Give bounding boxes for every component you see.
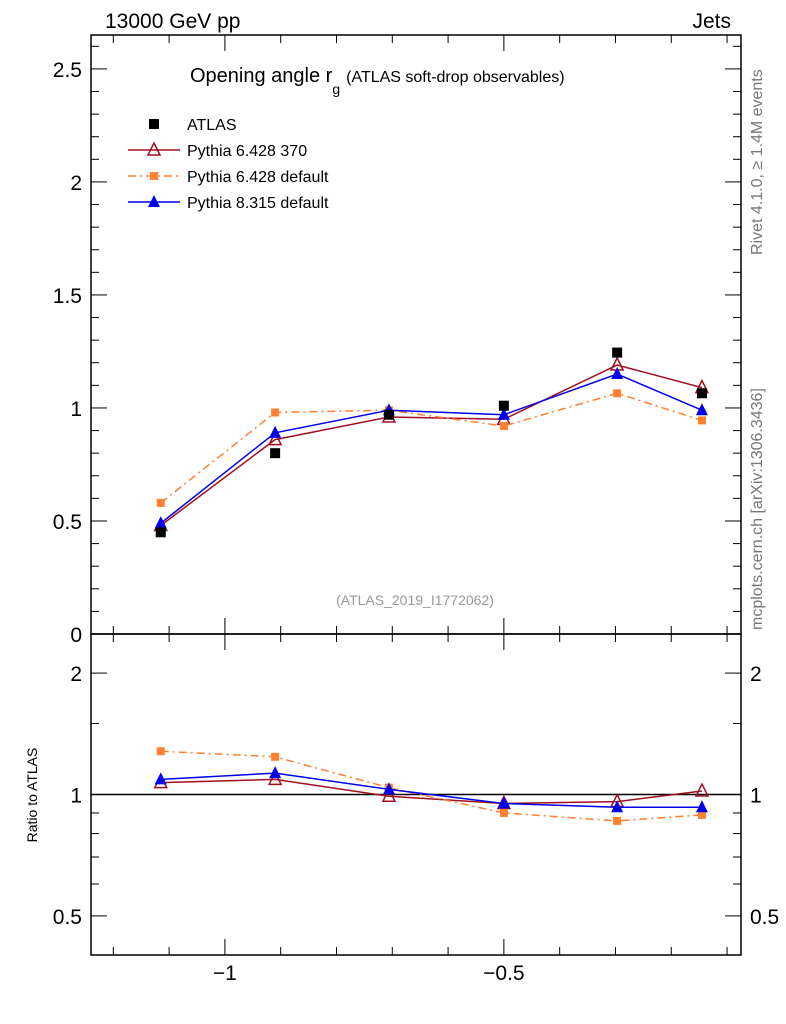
main-point-pythia-8-315-default [154,516,167,529]
y-tick-label: 2 [70,172,82,195]
rivet-label: Rivet 4.1.0, ≥ 1.4M events [749,69,766,255]
main-point-pythia-6-428-default [271,408,280,417]
ratio-point-pythia-6-428-default [271,752,280,761]
main-point-pythia-6-428-default [613,389,622,398]
main-point-atlas [270,448,281,459]
ratio-point-pythia-8-315-default [269,766,282,779]
ratio-line-pythia-6-428-default [160,750,702,822]
ratio-y-tick-label: 1 [70,785,82,808]
ratio-point-pythia-6-428-default [156,747,165,756]
ratio-point-pythia-8-315-default [695,800,708,813]
ratio-point-pythia-6-428-370 [381,787,397,803]
title-sub: g [332,81,340,97]
main-point-pythia-8-315-default [695,403,708,416]
main-point-pythia-6-428-default [499,422,508,431]
main-point-atlas [383,409,394,420]
title-main: Opening angle r [190,65,333,87]
ratio-line-pythia-8-315-default [160,772,702,808]
x-tick-label: −0.5 [483,962,524,985]
ratio-point-pythia-6-428-default [613,816,622,825]
main-line-pythia-6-428-default [160,392,703,504]
ratio-y-tick-label: 2 [70,663,82,686]
main-line-pythia-8-315-default [160,373,703,524]
legend-label-pythia-6-428-370: Pythia 6.428 370 [187,143,307,160]
ratio-y-tick-label-right: 0.5 [750,906,779,929]
ratio-point-pythia-6-428-370 [267,770,283,786]
ratio-point-pythia-6-428-default [697,810,706,819]
main-point-atlas [498,400,509,411]
x-tick-label: −1 [213,962,237,985]
header-process: Jets [692,10,731,33]
y-tick-label: 0 [70,624,82,647]
main-point-atlas [155,527,166,538]
mcplots-label: mcplots.cern.ch [arXiv:1306.3436] [749,388,766,630]
y-tick-label: 1.5 [53,285,82,308]
main-point-pythia-6-428-370 [267,430,283,446]
y-tick-label: 1 [70,398,82,421]
title-suffix: (ATLAS soft-drop observables) [346,69,564,86]
legend-label-atlas: ATLAS [187,117,237,134]
ratio-point-pythia-8-315-default [497,796,510,809]
main-point-pythia-8-315-default [611,367,624,380]
ratio-y-tick-label-right: 2 [750,663,762,686]
legend-marker-atlas [149,119,159,129]
ratio-point-pythia-6-428-default [499,808,508,817]
legend-label-pythia-8-315-default: Pythia 8.315 default [187,195,329,212]
ratio-y-tick-label-right: 1 [750,785,762,808]
ratio-panel: −1 −0.5 0.5 0.5 1 1 2 2 [53,633,779,985]
ratio-point-pythia-8-315-default [154,772,167,785]
legend-marker-pythia-8-315-default [148,195,160,207]
y-tick-label: 0.5 [53,511,82,534]
legend: ATLAS Pythia 6.428 370 Pythia 6.428 defaul… [128,117,329,212]
y-tick-label: 2.5 [53,59,82,82]
main-point-atlas [696,388,707,399]
ratio-point-pythia-8-315-default [611,800,624,813]
analysis-id: (ATLAS_2019_I1772062) [336,592,494,608]
main-point-pythia-8-315-default [497,407,510,420]
main-point-pythia-8-315-default [269,425,282,438]
legend-marker-pythia-6-428-370 [146,141,162,156]
main-point-pythia-6-428-default [156,498,165,507]
ratio-y-tick-label: 0.5 [53,906,82,929]
legend-marker-pythia-6-428-default [150,172,158,180]
main-line-pythia-6-428-370 [160,364,703,527]
ratio-line-pythia-6-428-370 [160,778,703,805]
main-point-atlas [612,347,623,358]
ratio-ylabel: Ratio to ATLAS [24,748,40,843]
header-energy: 13000 GeV pp [105,10,240,33]
main-point-pythia-6-428-default [697,416,706,425]
chart-title: Opening angle rg (ATLAS soft-drop observa… [190,65,565,97]
legend-label-pythia-6-428-default: Pythia 6.428 default [187,169,329,186]
ratio-point-pythia-6-428-370 [694,782,710,797]
ratio-point-pythia-8-315-default [382,782,395,795]
